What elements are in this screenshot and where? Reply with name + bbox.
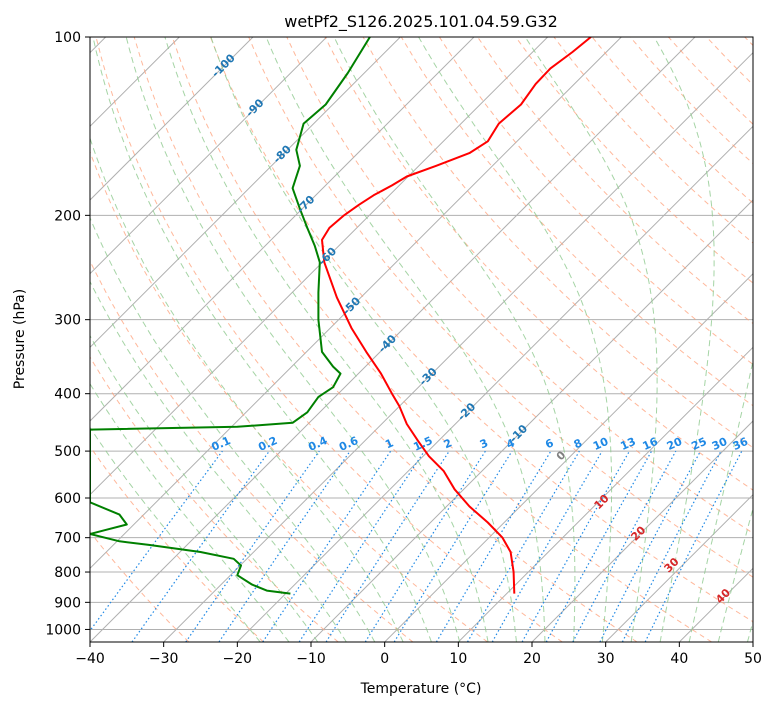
y-tick-label: 800 [54,565,81,581]
moist-adiabat-line [90,216,376,642]
mixing-ratio-line [393,450,513,642]
dry-adiabat-line [248,37,753,578]
y-tick-label: 500 [54,444,81,460]
y-tick-label: 300 [54,313,81,329]
moist-adiabat-line [265,37,546,642]
mixing-ratio-label: 36 [731,435,751,453]
x-tick-label: −40 [75,651,105,667]
mixing-ratio-line [545,450,653,642]
mixing-ratio-line [644,450,743,642]
y-tick-label: 1000 [45,622,81,638]
moist-adiabat-line [90,334,319,642]
moist-adiabat-line [333,37,576,642]
x-tick-label: 0 [380,651,389,667]
x-axis-title: Temperature (°C) [360,681,482,697]
dry-adiabat-line [210,37,753,623]
mixing-ratio-line [218,450,351,642]
isotherm-line [236,125,753,642]
temperature-profile-line [321,37,592,594]
y-tick-label: 200 [54,208,81,224]
moist-adiabat-line [90,136,404,642]
dry-adiabat-line [90,356,339,642]
moist-adiabat-line [164,37,489,642]
moist-adiabat-line [653,37,715,642]
dry-adiabat-line [286,37,753,534]
isotherm-line [90,37,549,496]
mixing-ratio-line [298,450,425,642]
plot-background [90,37,753,642]
dewpoint-profile-line [90,37,371,595]
dry-adiabat-line [90,150,488,642]
mixing-ratio-line [262,450,392,642]
moist-adiabat-line [524,37,658,642]
mixing-ratio-line [185,450,320,642]
mixing-ratio-line [90,450,223,632]
moist-adiabat-line [90,426,261,642]
moist-adiabat-line [90,280,347,642]
dry-adiabat-line [95,37,563,642]
dry-adiabat-line [90,445,264,642]
x-tick-label: 30 [597,651,615,667]
mixing-ratio-line [131,450,270,642]
moist-adiabat-line [717,506,753,642]
dry-adiabat-line [438,37,753,366]
y-tick-label: 400 [54,387,81,403]
x-tick-label: 10 [449,651,467,667]
y-tick-label: 700 [54,531,81,547]
x-tick-label: 20 [523,651,541,667]
mixing-ratio-line [572,450,677,642]
mixing-ratio-label: 20 [665,435,685,453]
moist-adiabat-line [92,37,432,642]
dry-adiabat-line [515,37,753,284]
mixing-ratio-label: 25 [689,435,708,453]
dry-adiabat-line [171,37,712,642]
mixing-ratio-label: 16 [641,435,661,453]
x-tick-label: −20 [223,651,253,667]
plot-frame [89,36,754,643]
moist-adiabat-line [125,37,461,642]
x-tick-label: 50 [744,651,762,667]
y-tick-label: 600 [54,491,81,507]
mixing-ratio-label: 30 [710,435,730,453]
dry-adiabat-line [90,259,414,642]
axis-ticks: −40 −30 −20 −10 0 10 20 30 40 50 100 200 300 400 500 60… [45,30,762,667]
data-series [90,37,592,595]
mixing-ratio-label: 10 [591,435,611,453]
moist-adiabat-line [90,382,290,642]
y-axis-title: Pressure (hPa) [12,289,28,389]
mixing-ratio-line [521,450,631,642]
dry-adiabat-line [400,37,753,407]
isotherm-line [90,37,696,642]
isotherm-line [90,37,254,201]
isotherm-line [90,37,475,422]
isotherm-line [531,420,753,642]
mixing-ratio-label: 13 [618,435,637,453]
y-tick-label: 100 [54,30,81,46]
y-tick-label: 900 [54,595,81,611]
moist-adiabat-line [418,37,613,642]
isotherm-line [90,37,328,275]
mixing-ratio-line [325,450,450,642]
background-lines [90,37,753,642]
moist-adiabat-line [688,358,753,642]
x-tick-label: 40 [670,651,688,667]
x-tick-label: −30 [149,651,179,667]
isotherm-line [752,641,753,642]
isotherm-line [457,346,753,642]
chart-title: wetPf2_S126.2025.101.04.59.G32 [284,12,558,32]
moist-adiabat-line [210,37,517,642]
isotherm-line [384,272,753,642]
dry-adiabat-line [90,531,190,642]
isotherm-line [605,493,753,642]
isotherm-line [163,51,753,642]
x-tick-label: −10 [296,651,326,667]
